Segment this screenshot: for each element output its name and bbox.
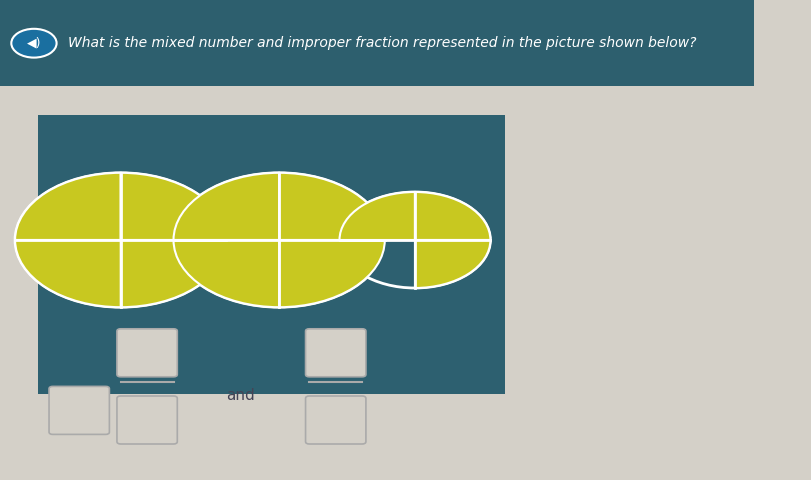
Wedge shape [174, 173, 279, 240]
Circle shape [340, 192, 491, 288]
Wedge shape [15, 173, 121, 240]
Wedge shape [15, 240, 121, 307]
Text: and: and [226, 388, 255, 404]
Text: ◀): ◀) [27, 36, 41, 50]
Wedge shape [340, 192, 415, 240]
FancyBboxPatch shape [117, 396, 178, 444]
Wedge shape [279, 240, 384, 307]
FancyBboxPatch shape [0, 0, 754, 86]
Wedge shape [174, 240, 279, 307]
FancyBboxPatch shape [38, 115, 505, 394]
Wedge shape [121, 240, 226, 307]
FancyBboxPatch shape [306, 396, 366, 444]
FancyBboxPatch shape [49, 386, 109, 434]
Circle shape [11, 29, 57, 58]
Wedge shape [415, 192, 491, 240]
Circle shape [174, 173, 384, 307]
FancyBboxPatch shape [306, 329, 366, 377]
Circle shape [15, 173, 226, 307]
Text: What is the mixed number and improper fraction represented in the picture shown : What is the mixed number and improper fr… [68, 36, 697, 50]
Wedge shape [279, 173, 384, 240]
Wedge shape [121, 173, 226, 240]
Wedge shape [415, 240, 491, 288]
FancyBboxPatch shape [117, 329, 178, 377]
